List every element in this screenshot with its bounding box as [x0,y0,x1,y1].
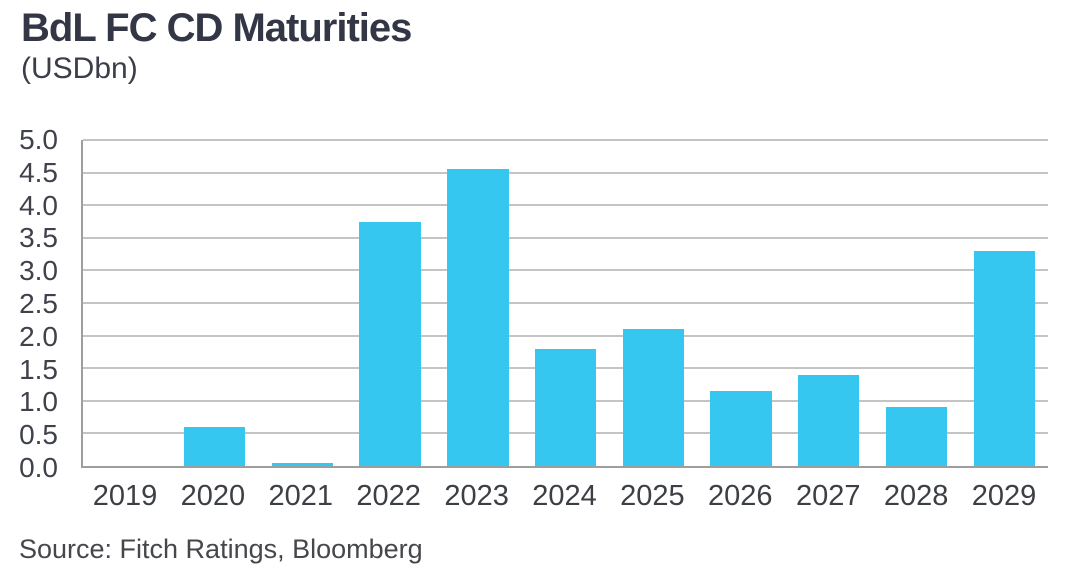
y-tick-label: 2.0 [19,320,58,352]
plot-area [81,139,1048,468]
bar-slot-2028 [873,140,961,466]
y-tick-label: 3.0 [19,255,58,287]
gridline [83,236,1048,239]
bar-slot-2022 [346,140,434,466]
bar-2021 [271,462,334,466]
bar-slot-2019 [83,140,171,466]
bar-slot-2020 [171,140,259,466]
bar-2024 [534,348,597,466]
x-tick-label: 2020 [180,480,246,512]
x-tick-label: 2022 [356,480,421,512]
bars-row [83,140,1048,466]
y-tick-label: 1.5 [19,353,58,385]
y-tick-label: 1.0 [19,386,58,418]
x-tick-label: 2025 [620,480,685,512]
bar-slot-2026 [697,140,785,466]
bar-2027 [798,374,860,466]
y-tick-label: 4.5 [19,156,58,188]
bar-slot-2027 [785,140,873,466]
x-tick-label: 2024 [532,480,597,512]
x-tick-label: 2029 [971,480,1037,512]
gridline [83,269,1048,272]
bar-2029 [973,250,1035,466]
y-tick-label: 3.5 [19,222,58,254]
bar-2028 [885,407,948,466]
gridline [83,171,1048,174]
chart-subtitle: (USDbn) [21,52,138,85]
x-tick-label: 2026 [708,480,773,512]
bar-2022 [359,221,421,466]
bar-2023 [447,169,509,466]
x-tick-label: 2023 [444,480,509,512]
x-tick-label: 2028 [883,480,949,512]
y-axis: 5.0 4.5 4.0 3.5 3.0 2.5 2.0 1.5 1.0 0.5 0.0 [0,126,58,482]
gridline [83,204,1048,207]
y-tick-label: 4.0 [19,189,58,221]
bar-2026 [710,391,772,466]
x-tick-label: 2027 [795,480,861,512]
bar-slot-2024 [522,140,610,466]
bar-slot-2029 [960,140,1048,466]
bar-2025 [622,329,684,466]
y-tick-label: 0.0 [19,452,58,483]
bar-slot-2023 [434,140,522,466]
bar-slot-2021 [258,140,346,466]
y-tick-label: 5.0 [19,124,58,155]
y-tick-label: 2.5 [19,288,58,319]
gridline [83,139,1048,141]
y-tick-label: 0.5 [19,419,58,451]
x-axis: 2019 2020 2021 2022 2023 2024 2025 2026 2027 2028… [81,480,1048,513]
x-tick-label: 2019 [92,480,158,512]
bar-2020 [183,426,246,466]
gridline [83,302,1048,304]
x-tick-label: 2021 [268,480,334,512]
bar-slot-2025 [609,140,697,466]
chart-title: BdL FC CD Maturities [21,6,412,50]
gridline [83,334,1048,337]
chart-source: Source: Fitch Ratings, Bloomberg [19,534,423,564]
